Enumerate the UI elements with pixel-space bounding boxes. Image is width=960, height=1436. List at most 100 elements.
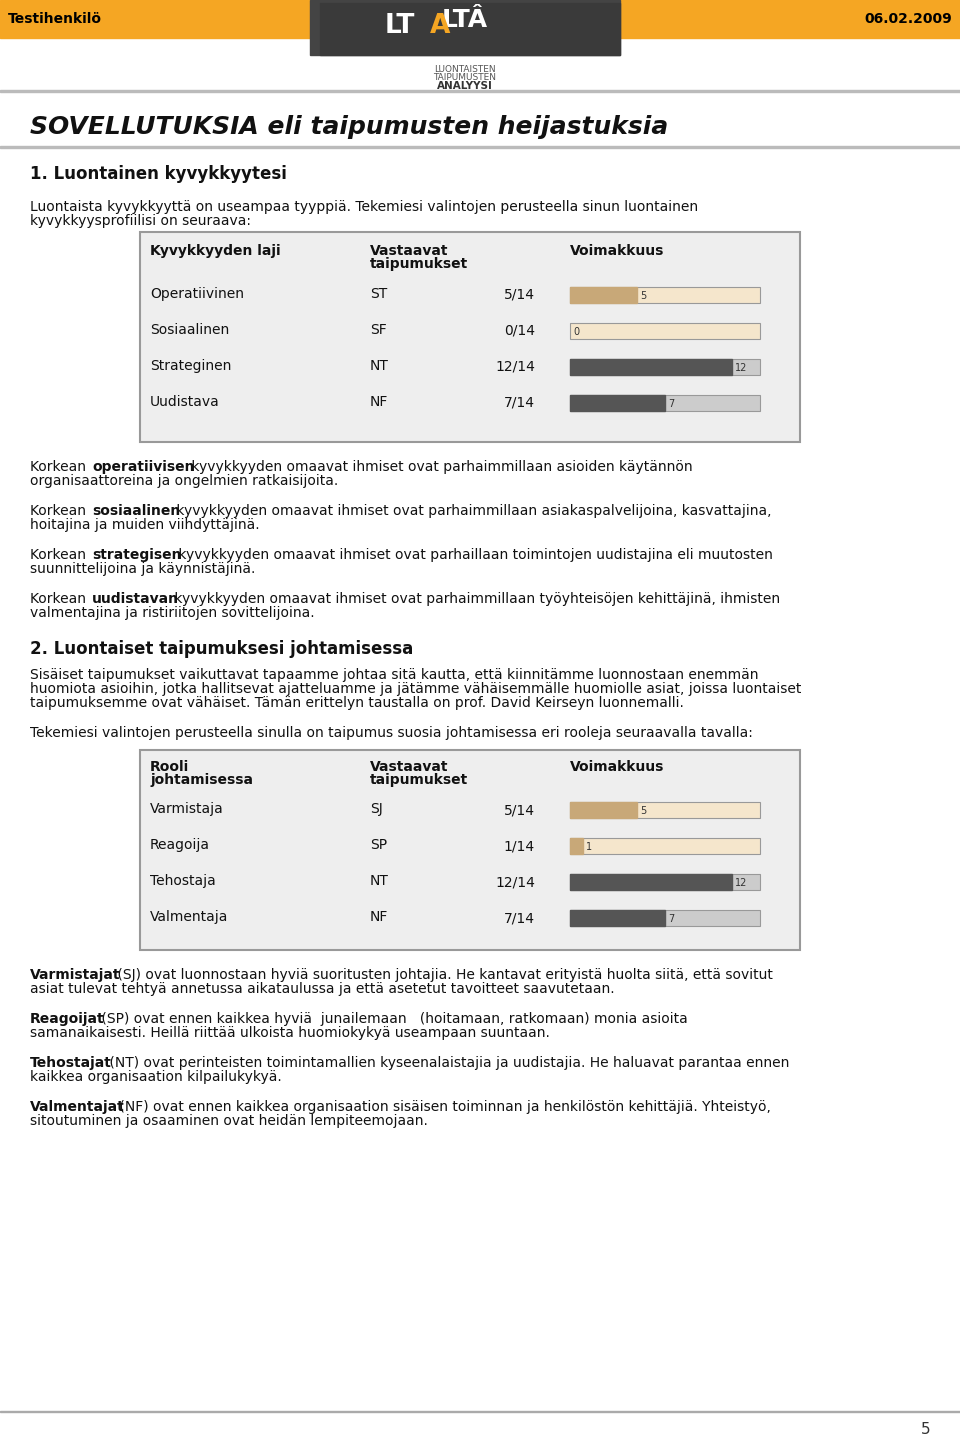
- Bar: [0, 90, 960, 92]
- Text: 0: 0: [573, 327, 579, 337]
- Text: SF: SF: [370, 323, 387, 337]
- Text: NF: NF: [370, 910, 389, 923]
- Text: sitoutuminen ja osaaminen ovat heidän lempiteemojaan.: sitoutuminen ja osaaminen ovat heidän le…: [30, 1114, 428, 1129]
- Text: 5/14: 5/14: [504, 803, 535, 817]
- Text: asiat tulevat tehtyä annetussa aikataulussa ja että asetetut tavoitteet saavutet: asiat tulevat tehtyä annetussa aikataulu…: [30, 982, 614, 997]
- Text: sosiaalinen: sosiaalinen: [92, 504, 180, 518]
- Bar: [570, 395, 665, 411]
- Text: SP: SP: [370, 839, 387, 852]
- Text: Kyvykkyyden laji: Kyvykkyyden laji: [150, 244, 280, 258]
- Text: ST: ST: [370, 287, 387, 302]
- Text: Korkean: Korkean: [30, 504, 90, 518]
- Text: Korkean: Korkean: [30, 460, 90, 474]
- Text: 7: 7: [668, 913, 674, 923]
- Bar: [570, 875, 732, 890]
- Text: kyvykkyysprofiilisi on seuraava:: kyvykkyysprofiilisi on seuraava:: [30, 214, 251, 228]
- Bar: [570, 395, 760, 411]
- Text: (NF) ovat ennen kaikkea organisaation sisäisen toiminnan ja henkilöstön kehittäj: (NF) ovat ennen kaikkea organisaation si…: [115, 1100, 771, 1114]
- Text: taipumukset: taipumukset: [370, 773, 468, 787]
- Text: Tekemiesi valintojen perusteella sinulla on taipumus suosia johtamisessa eri roo: Tekemiesi valintojen perusteella sinulla…: [30, 727, 753, 740]
- Bar: [320, 3, 620, 55]
- Bar: [570, 287, 637, 303]
- Bar: [0, 0, 310, 37]
- Text: 1: 1: [586, 841, 592, 852]
- Bar: [570, 839, 760, 854]
- Bar: [570, 359, 760, 375]
- Text: Sisäiset taipumukset vaikuttavat tapaamme johtaa sitä kautta, että kiinnitämme l: Sisäiset taipumukset vaikuttavat tapaamm…: [30, 668, 758, 682]
- Text: Valmentaja: Valmentaja: [150, 910, 228, 923]
- Text: Rooli: Rooli: [150, 760, 189, 774]
- Text: 0/14: 0/14: [504, 325, 535, 337]
- Text: 5/14: 5/14: [504, 289, 535, 302]
- Bar: [570, 910, 760, 926]
- Text: SOVELLUTUKSIA eli taipumusten heijastuksia: SOVELLUTUKSIA eli taipumusten heijastuks…: [30, 115, 668, 139]
- Text: Korkean: Korkean: [30, 549, 90, 561]
- Text: Operatiivinen: Operatiivinen: [150, 287, 244, 302]
- Text: (SJ) ovat luonnostaan hyviä suoritusten johtajia. He kantavat erityistä huolta s: (SJ) ovat luonnostaan hyviä suoritusten …: [113, 968, 773, 982]
- Text: operatiivisen: operatiivisen: [92, 460, 195, 474]
- Text: LT: LT: [385, 13, 415, 39]
- Text: (NT) ovat perinteisten toimintamallien kyseenalaistajia ja uudistajia. He haluav: (NT) ovat perinteisten toimintamallien k…: [105, 1055, 789, 1070]
- Text: A: A: [430, 13, 450, 39]
- Bar: [0, 146, 960, 148]
- Text: strategisen: strategisen: [92, 549, 181, 561]
- Text: 2. Luontaiset taipumuksesi johtamisessa: 2. Luontaiset taipumuksesi johtamisessa: [30, 640, 413, 658]
- Bar: [620, 0, 960, 37]
- Text: hoitajina ja muiden viihdyttäjinä.: hoitajina ja muiden viihdyttäjinä.: [30, 518, 259, 531]
- Text: 1/14: 1/14: [504, 839, 535, 853]
- Text: Uudistava: Uudistava: [150, 395, 220, 409]
- Text: 1. Luontainen kyvykkyytesi: 1. Luontainen kyvykkyytesi: [30, 165, 287, 182]
- Bar: [570, 323, 760, 339]
- Text: 5: 5: [640, 806, 646, 816]
- Text: Varmistaja: Varmistaja: [150, 801, 224, 816]
- Text: NT: NT: [370, 359, 389, 373]
- Text: Tehostajat: Tehostajat: [30, 1055, 112, 1070]
- Text: Luontaista kyvykkyyttä on useampaa tyyppiä. Tekemiesi valintojen perusteella sin: Luontaista kyvykkyyttä on useampaa tyypp…: [30, 200, 698, 214]
- Text: Tehostaja: Tehostaja: [150, 875, 216, 887]
- Text: 06.02.2009: 06.02.2009: [864, 11, 952, 26]
- Text: huomiota asioihin, jotka hallitsevat ajatteluamme ja jätämme vähäisemmälle huomi: huomiota asioihin, jotka hallitsevat aja…: [30, 682, 802, 696]
- Text: 12/14: 12/14: [495, 360, 535, 373]
- Text: SJ: SJ: [370, 801, 383, 816]
- Bar: [140, 233, 800, 442]
- Text: Korkean: Korkean: [30, 592, 90, 606]
- Text: (SP) ovat ennen kaikkea hyviä  junailemaan   (hoitamaan, ratkomaan) monia asioit: (SP) ovat ennen kaikkea hyviä junailemaa…: [97, 1012, 687, 1025]
- Text: organisaattoreina ja ongelmien ratkaisijoita.: organisaattoreina ja ongelmien ratkaisij…: [30, 474, 338, 488]
- Text: 12: 12: [735, 877, 748, 887]
- Bar: [570, 910, 665, 926]
- Bar: [570, 875, 760, 890]
- Text: kyvykkyyden omaavat ihmiset ovat parhaillaan toimintojen uudistajina eli muutost: kyvykkyyden omaavat ihmiset ovat parhail…: [174, 549, 773, 561]
- Text: TAIPUMUSTEN: TAIPUMUSTEN: [434, 73, 496, 82]
- Text: LTÂ: LTÂ: [442, 9, 488, 32]
- Bar: [140, 750, 800, 951]
- Text: johtamisessa: johtamisessa: [150, 773, 253, 787]
- Text: ANALYYSI: ANALYYSI: [437, 80, 492, 90]
- Bar: [570, 839, 583, 854]
- Text: Reagoijat: Reagoijat: [30, 1012, 105, 1025]
- Text: NT: NT: [370, 875, 389, 887]
- Text: 7: 7: [668, 399, 674, 409]
- Text: Strateginen: Strateginen: [150, 359, 231, 373]
- Text: Vastaavat: Vastaavat: [370, 244, 448, 258]
- Text: Reagoija: Reagoija: [150, 839, 210, 852]
- Bar: [310, 0, 620, 55]
- Text: Testihenkilö: Testihenkilö: [8, 11, 102, 26]
- Text: suunnittelijoina ja käynnistäjinä.: suunnittelijoina ja käynnistäjinä.: [30, 561, 255, 576]
- Bar: [570, 287, 760, 303]
- Bar: [570, 801, 637, 819]
- Text: NF: NF: [370, 395, 389, 409]
- Text: valmentajina ja ristiriitojen sovittelijoina.: valmentajina ja ristiriitojen sovittelij…: [30, 606, 315, 620]
- Text: uudistavan: uudistavan: [92, 592, 179, 606]
- Text: 5: 5: [640, 292, 646, 302]
- Text: taipumukset: taipumukset: [370, 257, 468, 271]
- Text: 12: 12: [735, 363, 748, 373]
- Text: Sosiaalinen: Sosiaalinen: [150, 323, 229, 337]
- Text: Varmistajat: Varmistajat: [30, 968, 121, 982]
- Text: 5: 5: [921, 1423, 930, 1436]
- Text: samanaikaisesti. Heillä riittää ulkoista huomiokykyä useampaan suuntaan.: samanaikaisesti. Heillä riittää ulkoista…: [30, 1025, 550, 1040]
- Text: taipumuksemme ovat vähäiset. Tämän erittelyn taustalla on prof. David Keirseyn l: taipumuksemme ovat vähäiset. Tämän eritt…: [30, 696, 684, 709]
- Text: LUONTAISTEN: LUONTAISTEN: [434, 65, 495, 75]
- Text: kyvykkyyden omaavat ihmiset ovat parhaimmillaan asioiden käytännön: kyvykkyyden omaavat ihmiset ovat parhaim…: [187, 460, 692, 474]
- Text: Voimakkuus: Voimakkuus: [570, 244, 664, 258]
- Text: 12/14: 12/14: [495, 875, 535, 889]
